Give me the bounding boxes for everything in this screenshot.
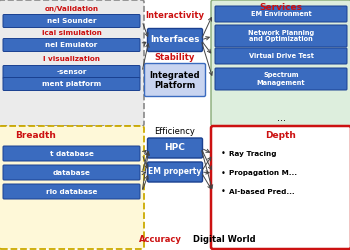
Text: database: database [52,170,90,176]
FancyBboxPatch shape [147,28,203,52]
Text: Accuracy: Accuracy [139,236,181,244]
FancyBboxPatch shape [3,165,140,180]
Text: Stability: Stability [155,54,195,62]
Text: Depth: Depth [266,130,296,140]
Text: EM Environment: EM Environment [251,11,311,17]
FancyBboxPatch shape [215,68,347,90]
Text: AI-based Pred...: AI-based Pred... [229,189,295,195]
FancyBboxPatch shape [215,25,347,47]
FancyBboxPatch shape [3,146,140,161]
Text: ment platform: ment platform [42,81,101,87]
FancyBboxPatch shape [211,0,350,126]
Text: HPC: HPC [164,144,186,152]
FancyBboxPatch shape [147,162,203,182]
Text: Services: Services [259,2,302,12]
Text: •: • [221,188,226,196]
Text: Spectrum
Management: Spectrum Management [257,72,305,86]
FancyBboxPatch shape [147,138,203,158]
Text: Propagation M...: Propagation M... [229,170,297,176]
Text: ical simulation: ical simulation [42,30,102,36]
Text: •: • [221,168,226,177]
Text: Network Planning
and Optimization: Network Planning and Optimization [248,30,314,43]
FancyBboxPatch shape [3,184,140,199]
FancyBboxPatch shape [0,126,144,249]
Text: nel Emulator: nel Emulator [46,42,98,48]
Text: Interactivity: Interactivity [146,12,204,20]
FancyBboxPatch shape [215,48,347,64]
FancyBboxPatch shape [215,6,347,22]
Text: Interfaces: Interfaces [150,36,200,44]
Text: Efficiency: Efficiency [155,128,195,136]
Text: -sensor: -sensor [56,69,87,75]
FancyBboxPatch shape [3,66,140,78]
Text: Virtual Drive Test: Virtual Drive Test [248,53,314,59]
FancyBboxPatch shape [3,38,140,52]
Text: l visualization: l visualization [43,56,100,62]
FancyBboxPatch shape [3,14,140,28]
Text: on/Validation: on/Validation [44,6,99,12]
Text: Platform: Platform [154,82,196,90]
FancyBboxPatch shape [145,64,205,96]
Text: EM property: EM property [148,168,202,176]
Text: ...: ... [276,113,286,123]
FancyBboxPatch shape [3,78,140,90]
FancyBboxPatch shape [211,126,350,249]
Text: Breadth: Breadth [15,130,56,140]
Text: rio database: rio database [46,189,97,195]
Text: nel Sounder: nel Sounder [47,18,96,24]
Text: Ray Tracing: Ray Tracing [229,151,276,157]
Text: Integrated: Integrated [150,70,200,80]
Text: •: • [221,150,226,158]
Text: t database: t database [50,151,93,157]
Text: Digital World: Digital World [193,236,255,244]
FancyBboxPatch shape [0,0,144,126]
